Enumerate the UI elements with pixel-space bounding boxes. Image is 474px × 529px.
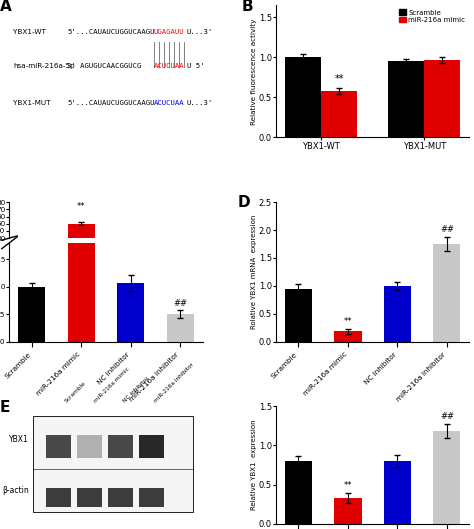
Bar	[117, 283, 145, 342]
Bar	[334, 332, 362, 342]
Text: ACUCUAA: ACUCUAA	[154, 63, 184, 69]
Text: NC inhibitor: NC inhibitor	[122, 376, 150, 404]
Bar	[433, 244, 460, 342]
Bar	[285, 57, 321, 138]
Text: **: **	[77, 202, 86, 211]
Text: D: D	[237, 195, 250, 210]
Bar	[384, 286, 411, 342]
Bar	[285, 288, 312, 342]
Text: hsa-miR-216a-5p: hsa-miR-216a-5p	[13, 63, 75, 69]
Text: ##: ##	[173, 298, 187, 307]
Text: **: **	[334, 74, 344, 84]
Y-axis label: Relative YBX1  expression: Relative YBX1 expression	[251, 419, 257, 510]
Text: UGAGAUU: UGAGAUU	[154, 29, 184, 35]
Bar	[321, 91, 357, 138]
Text: Scramble: Scramble	[64, 381, 87, 404]
Bar	[167, 314, 194, 342]
Text: YBX1-MUT: YBX1-MUT	[13, 101, 51, 106]
Bar	[68, 224, 95, 260]
Bar	[18, 259, 46, 260]
Bar	[68, 0, 95, 342]
Text: 5'...CAUAUCUGGUCAAGU: 5'...CAUAUCUGGUCAAGU	[67, 101, 155, 106]
Bar	[424, 60, 460, 138]
Y-axis label: Relative fluorescence activity: Relative fluorescence activity	[251, 18, 257, 124]
Text: U...3': U...3'	[187, 101, 213, 106]
Text: B: B	[241, 0, 253, 14]
Bar	[433, 431, 460, 524]
Bar	[117, 259, 145, 260]
Bar	[388, 61, 424, 138]
Y-axis label: Rolative YBX1 mRNA  expression: Rolative YBX1 mRNA expression	[251, 215, 257, 329]
Text: A: A	[0, 0, 11, 14]
Text: **: **	[344, 317, 352, 326]
Bar	[285, 461, 312, 524]
Text: 3' AGUGUCAACGGUCG: 3' AGUGUCAACGGUCG	[67, 63, 142, 69]
Text: ##: ##	[440, 225, 454, 234]
Legend: Scramble, miR-216a mimic: Scramble, miR-216a mimic	[398, 9, 466, 23]
Bar	[334, 498, 362, 524]
Text: β-actin: β-actin	[2, 486, 29, 495]
Text: YBX1-WT: YBX1-WT	[13, 29, 46, 35]
Text: 5'...CAUAUCUGGUCAAGU: 5'...CAUAUCUGGUCAAGU	[67, 29, 155, 35]
Text: **: **	[344, 481, 352, 490]
Bar	[384, 461, 411, 524]
Bar	[18, 287, 46, 342]
Text: E: E	[0, 400, 10, 415]
Text: YBX1: YBX1	[9, 435, 29, 444]
Text: ACUCUAA: ACUCUAA	[154, 101, 184, 106]
Text: miR-216a inhibitor: miR-216a inhibitor	[153, 362, 194, 404]
Text: ##: ##	[440, 412, 454, 421]
Text: U...3': U...3'	[187, 29, 213, 35]
Text: U 5': U 5'	[187, 63, 204, 69]
Text: miR-216a mimic: miR-216a mimic	[93, 367, 130, 404]
